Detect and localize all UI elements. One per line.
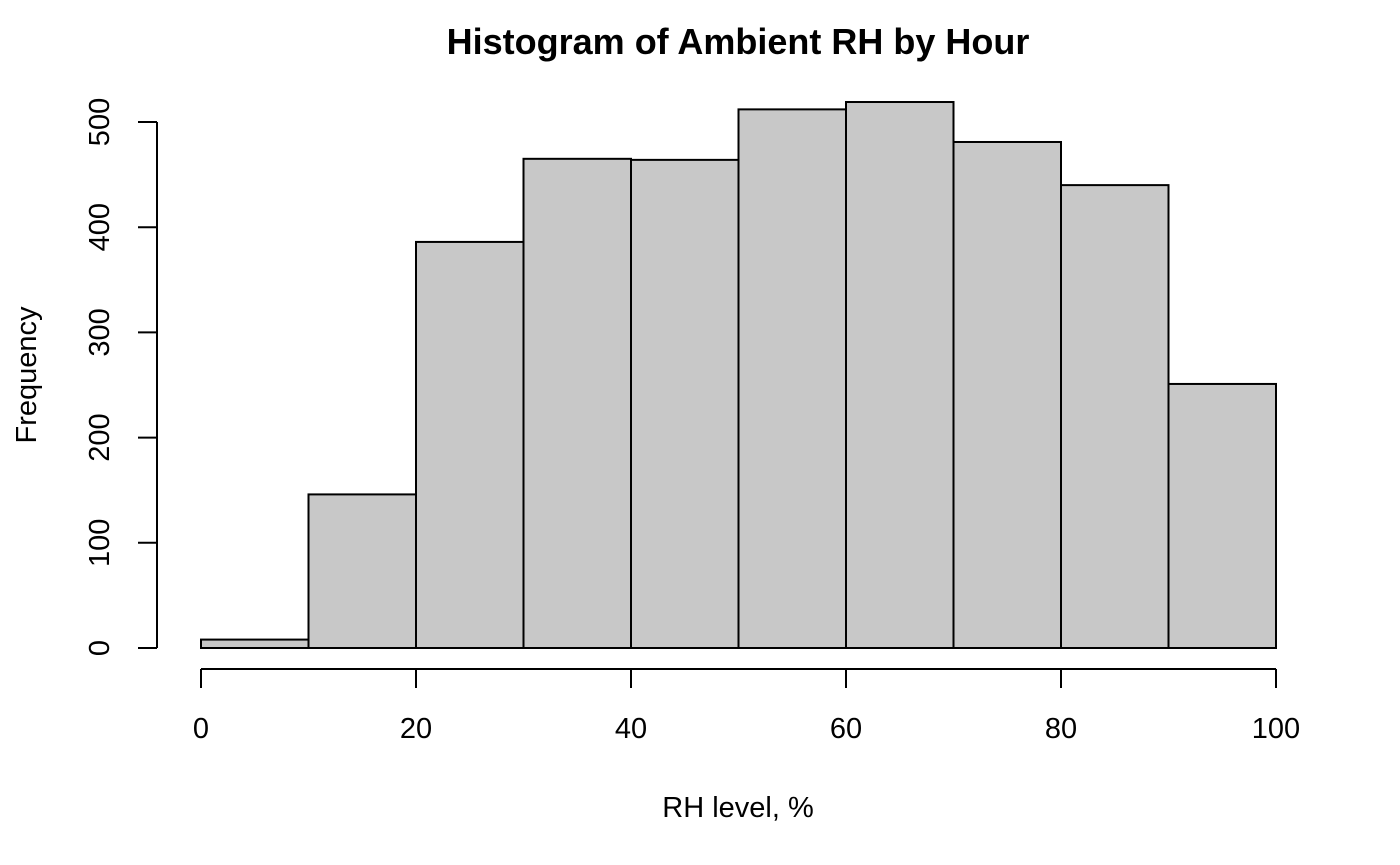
histogram-bar-50-60 <box>737 108 847 650</box>
chart-title: Histogram of Ambient RH by Hour <box>447 21 1030 62</box>
histogram-bar-10-20 <box>307 493 417 649</box>
y-tick-label-400: 400 <box>84 203 116 251</box>
bars-group <box>200 101 1277 650</box>
y-axis-label: Frequency <box>11 306 43 444</box>
x-tick-label-100: 100 <box>1252 713 1300 745</box>
histogram-bar-20-30 <box>415 240 525 649</box>
x-axis-label: RH level, % <box>662 792 814 824</box>
x-tick-label-60: 60 <box>830 713 862 745</box>
histogram-bar-30-40 <box>522 157 632 649</box>
histogram-bar-0-10 <box>200 638 310 649</box>
histogram-bar-40-50 <box>630 158 740 649</box>
x-tick-label-40: 40 <box>615 713 647 745</box>
histogram-bar-60-70 <box>845 101 955 649</box>
x-tick-label-20: 20 <box>400 713 432 745</box>
y-axis: 0 100 200 300 400 500 <box>84 98 158 656</box>
y-tick-label-100: 100 <box>84 519 116 567</box>
histogram-bar-70-80 <box>952 140 1062 649</box>
x-tick-label-80: 80 <box>1045 713 1077 745</box>
histogram-bar-80-90 <box>1060 184 1170 649</box>
y-tick-label-0: 0 <box>84 640 116 656</box>
y-tick-label-200: 200 <box>84 413 116 461</box>
y-tick-label-500: 500 <box>84 98 116 146</box>
x-axis: 0 20 40 60 80 100 <box>193 668 1300 745</box>
x-tick-label-0: 0 <box>193 713 209 745</box>
histogram-bar-90-100 <box>1167 382 1277 649</box>
y-tick-label-300: 300 <box>84 308 116 356</box>
